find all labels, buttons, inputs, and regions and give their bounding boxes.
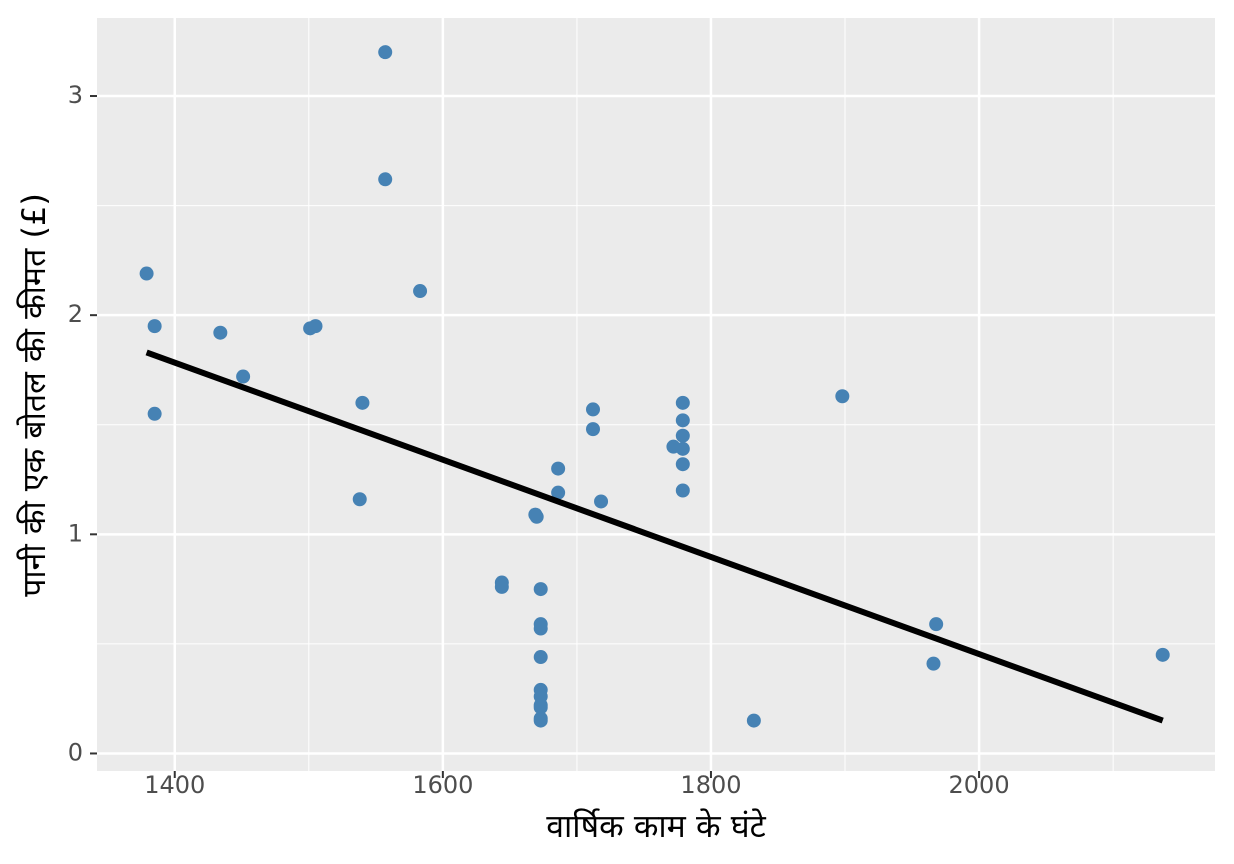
point [594, 494, 609, 509]
point [533, 650, 548, 665]
y-tick-label: 2 [68, 300, 83, 328]
point [236, 369, 251, 384]
point [675, 457, 690, 472]
point [308, 319, 323, 334]
point [585, 422, 600, 437]
point [835, 389, 850, 404]
x-axis-label: वार्षिक काम के घंटे [546, 807, 766, 845]
point [675, 483, 690, 498]
point [413, 284, 428, 299]
point [533, 713, 548, 728]
x-tick-label: 1600 [412, 771, 473, 799]
point [675, 441, 690, 456]
point [675, 413, 690, 428]
point [675, 395, 690, 410]
point [929, 617, 944, 632]
y-tick-label: 1 [68, 519, 83, 547]
point [675, 428, 690, 443]
regression-line [145, 349, 1164, 724]
point [746, 713, 761, 728]
point [533, 700, 548, 715]
panel [97, 18, 1215, 771]
point [147, 406, 162, 421]
point [352, 492, 367, 507]
point [147, 319, 162, 334]
point [533, 621, 548, 636]
y-axis-label: पानी की एक बोतल की कीमत (£) [15, 193, 53, 597]
point [1155, 647, 1170, 662]
x-tick-label: 2000 [949, 771, 1010, 799]
point [926, 656, 941, 671]
point [551, 461, 566, 476]
x-tick-label: 1400 [144, 771, 205, 799]
point [213, 325, 228, 340]
point [378, 172, 393, 187]
point [585, 402, 600, 417]
y-tick-label: 0 [68, 738, 83, 766]
point [529, 509, 544, 524]
point [533, 582, 548, 597]
point [355, 395, 370, 410]
point [551, 485, 566, 500]
point [139, 266, 154, 281]
point [494, 579, 509, 594]
x-tick-label: 1800 [680, 771, 741, 799]
y-tick-label: 3 [68, 81, 83, 109]
point [378, 45, 393, 60]
